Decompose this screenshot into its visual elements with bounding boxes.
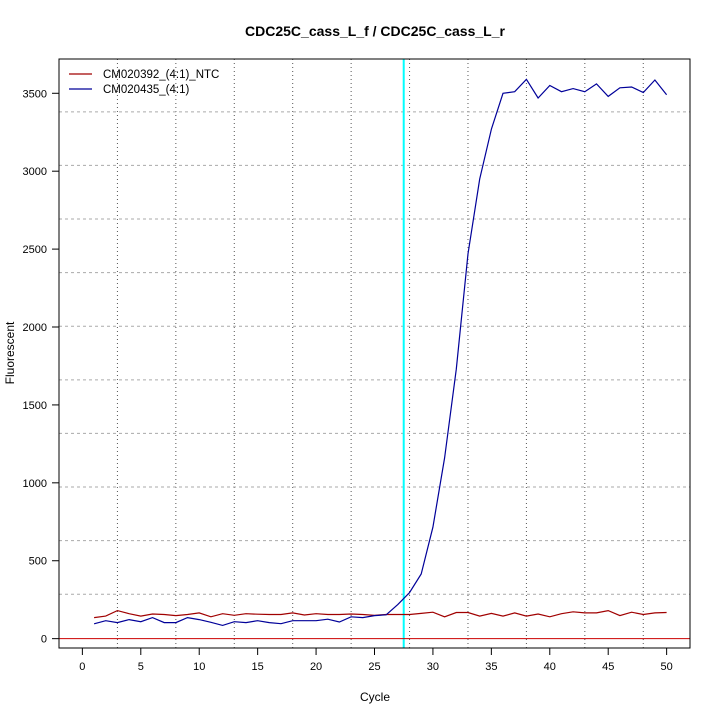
x-tick-label: 35 xyxy=(485,661,497,673)
chart-title: CDC25C_cass_L_f / CDC25C_cass_L_r xyxy=(245,23,505,39)
plot-marks xyxy=(59,59,690,648)
x-axis-label: Cycle xyxy=(360,690,390,704)
grid xyxy=(59,59,690,648)
x-tick-label: 15 xyxy=(252,661,264,673)
y-tick-label: 500 xyxy=(29,556,47,568)
x-tick-label: 5 xyxy=(138,661,144,673)
legend: CM020392_(4:1)_NTC CM020435_(4:1) xyxy=(69,69,219,96)
y-tick-label: 1500 xyxy=(23,400,47,412)
x-tick-label: 20 xyxy=(310,661,322,673)
y-tick-label: 0 xyxy=(41,634,47,646)
axes: 0 5 10 15 20 25 30 35 40 45 5005001000150020002500… xyxy=(23,88,673,673)
x-tick-label: 40 xyxy=(544,661,556,673)
x-tick-label: 10 xyxy=(193,661,205,673)
y-tick-label: 3500 xyxy=(23,88,47,100)
legend-label: CM020392_(4:1)_NTC xyxy=(103,69,219,81)
y-axis-label: Fluorescent xyxy=(3,321,17,384)
x-tick-label: 0 xyxy=(79,661,85,673)
x-tick-label: 30 xyxy=(427,661,439,673)
y-tick-label: 1000 xyxy=(23,478,47,490)
x-tick-label: 45 xyxy=(602,661,614,673)
plot-frame xyxy=(58,58,691,649)
x-tick-label: 25 xyxy=(368,661,380,673)
y-tick-label: 2000 xyxy=(23,322,47,334)
series-line-2 xyxy=(93,78,668,627)
y-tick-label: 3000 xyxy=(23,166,47,178)
x-tick-label: 50 xyxy=(661,661,673,673)
y-tick-label: 2500 xyxy=(23,244,47,256)
series-line-1 xyxy=(94,609,667,619)
legend-label: CM020435_(4:1) xyxy=(103,84,189,96)
